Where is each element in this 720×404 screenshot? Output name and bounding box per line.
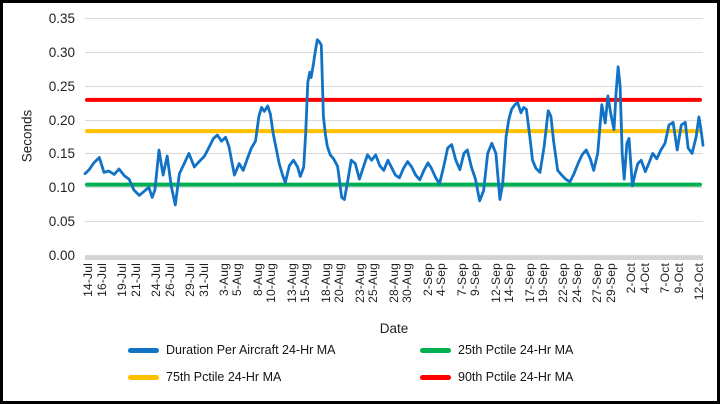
x-tick-label: 29-Sep xyxy=(603,263,618,303)
x-tick-label: 31-Jul xyxy=(196,263,211,297)
y-tick-label: 0.35 xyxy=(48,11,75,26)
legend-marker-75th-pctile xyxy=(128,374,159,380)
x-tick-label: 24-Sep xyxy=(570,263,585,303)
x-tick-label: 16-Jul xyxy=(94,263,109,297)
legend-label-90th-pctile: 90th Pctile 24-Hr MA xyxy=(458,370,574,384)
plot-area xyxy=(83,18,705,260)
x-tick-label: 14-Jul xyxy=(81,263,96,297)
x-tick-label: 17-Sep xyxy=(522,263,537,303)
y-tick-label: 0.20 xyxy=(48,112,75,128)
y-tick-label: 0.25 xyxy=(48,78,75,94)
y-tick-label: 0.30 xyxy=(48,44,75,60)
legend-item-75th-pctile: 75th Pctile 24-Hr MA xyxy=(128,370,281,384)
x-tick-label: 2-Sep xyxy=(420,263,435,297)
legend-marker-25th-pctile xyxy=(420,347,451,353)
x-tick-label: 20-Aug xyxy=(332,263,347,303)
x-tick-label: 15-Aug xyxy=(298,263,313,303)
legend-marker-90th-pctile xyxy=(420,374,451,380)
x-tick-label: 21-Jul xyxy=(128,263,143,297)
x-tick-label: 9-Oct xyxy=(671,263,686,294)
x-tick-label: 22-Sep xyxy=(556,263,571,303)
x-axis-line xyxy=(85,256,703,260)
y-tick-label: 0.05 xyxy=(48,214,75,230)
x-tick-label: 14-Sep xyxy=(502,263,517,303)
x-tick-label: 4-Sep xyxy=(434,263,449,297)
x-tick-label: 19-Jul xyxy=(115,263,130,297)
x-tick-label: 5-Aug xyxy=(230,263,245,297)
x-tick-label: 10-Aug xyxy=(264,263,279,303)
x-tick-label: 3-Aug xyxy=(216,263,231,297)
legend-item-duration-ma: Duration Per Aircraft 24-Hr MA xyxy=(128,343,336,357)
legend-label-duration-ma: Duration Per Aircraft 24-Hr MA xyxy=(166,343,336,357)
x-axis-title: Date xyxy=(379,321,409,336)
y-tick-label: 0.00 xyxy=(48,248,75,263)
x-tick-label: 8-Aug xyxy=(250,263,265,297)
x-tick-label: 7-Sep xyxy=(454,263,469,297)
x-tick-label: 18-Aug xyxy=(318,263,333,303)
legend-label-75th-pctile: 75th Pctile 24-Hr MA xyxy=(166,370,282,384)
legend-marker-duration-ma xyxy=(128,347,159,353)
x-tick-label: 9-Sep xyxy=(468,263,483,297)
x-tick-label: 27-Sep xyxy=(590,263,605,303)
x-tick-label: 30-Aug xyxy=(400,263,415,303)
x-tick-label: 25-Aug xyxy=(366,263,381,303)
x-tick-label: 12-Oct xyxy=(692,263,707,301)
x-tick-label: 26-Jul xyxy=(162,263,177,297)
series-line-duration-ma xyxy=(83,38,705,207)
legend-label-25th-pctile: 25th Pctile 24-Hr MA xyxy=(458,343,574,357)
x-tick-label: 2-Oct xyxy=(624,263,639,294)
x-tick-label: 13-Aug xyxy=(284,263,299,303)
y-tick-label: 0.15 xyxy=(48,146,75,162)
x-tick-label: 12-Sep xyxy=(488,263,503,303)
x-tick-label: 23-Aug xyxy=(352,263,367,303)
x-tick-label: 24-Jul xyxy=(148,263,163,297)
legend-item-90th-pctile: 90th Pctile 24-Hr MA xyxy=(420,370,573,384)
x-tick-label: 29-Jul xyxy=(182,263,197,297)
x-tick-label: 7-Oct xyxy=(658,263,673,294)
x-tick-label: 19-Sep xyxy=(536,263,551,303)
y-tick-label: 0.10 xyxy=(48,180,75,196)
x-tick-label: 28-Aug xyxy=(386,263,401,303)
y-axis-title: Seconds xyxy=(19,109,35,163)
legend-item-25th-pctile: 25th Pctile 24-Hr MA xyxy=(420,343,573,357)
x-tick-label: 4-Oct xyxy=(637,263,652,294)
